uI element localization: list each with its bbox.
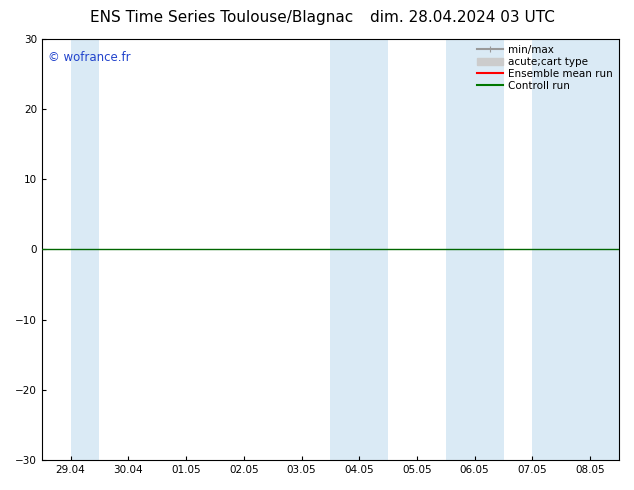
Bar [70,39,100,460]
Text: © wofrance.fr: © wofrance.fr [48,51,130,64]
Text: ENS Time Series Toulouse/Blagnac: ENS Time Series Toulouse/Blagnac [90,10,354,25]
Legend: min/max, acute;cart type, Ensemble mean run, Controll run: min/max, acute;cart type, Ensemble mean … [472,41,617,95]
Bar [446,39,503,460]
Bar [533,39,619,460]
Text: dim. 28.04.2024 03 UTC: dim. 28.04.2024 03 UTC [370,10,555,25]
Bar [330,39,388,460]
